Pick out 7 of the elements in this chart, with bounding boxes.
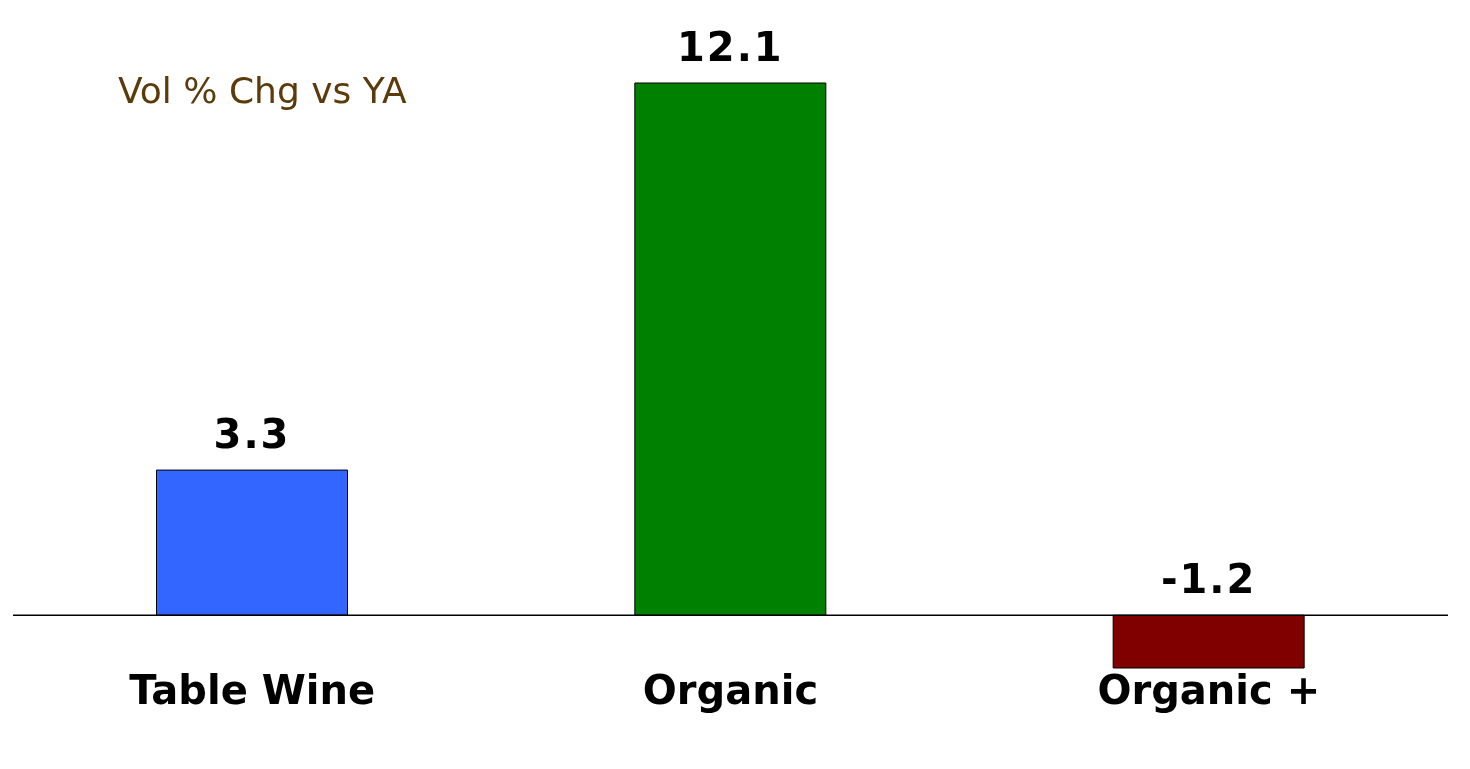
- chart-title: Vol % Chg vs YA: [118, 70, 407, 111]
- data-label: 3.3: [213, 411, 291, 458]
- x-tick-label: Organic: [642, 667, 819, 714]
- x-tick-label: Organic +: [1097, 667, 1321, 714]
- data-label: -1.2: [1160, 556, 1257, 603]
- data-label: 12.1: [676, 24, 784, 70]
- x-tick-label: Table Wine: [129, 667, 376, 714]
